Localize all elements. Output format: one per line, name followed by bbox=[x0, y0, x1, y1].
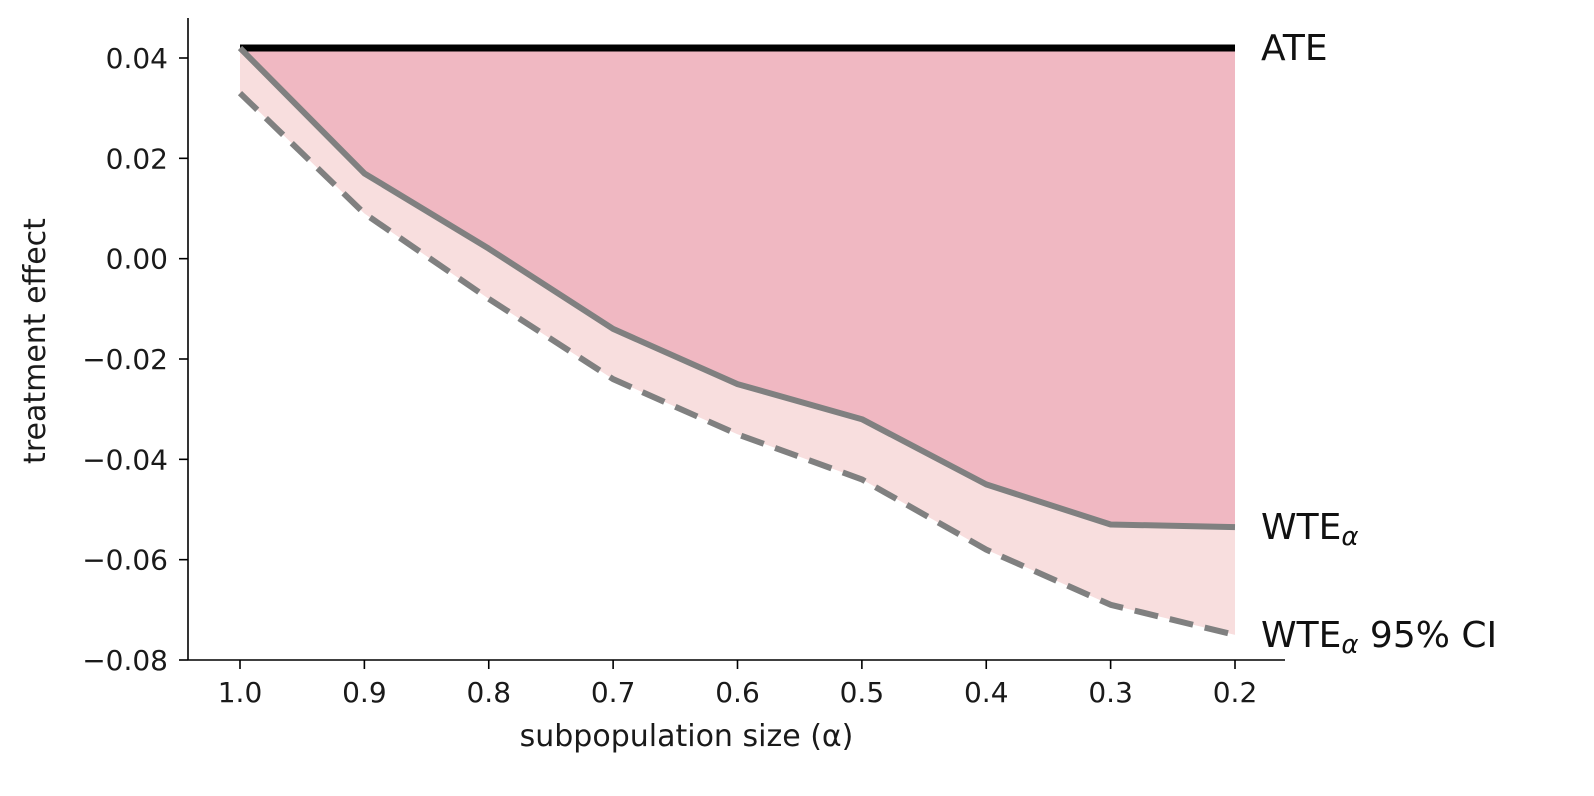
x-tick-label: 0.2 bbox=[1213, 676, 1258, 709]
y-tick-label: −0.02 bbox=[82, 343, 168, 376]
x-tick-label: 0.8 bbox=[466, 676, 511, 709]
series-layer bbox=[237, 44, 1236, 638]
y-tick-label: 0.00 bbox=[106, 243, 168, 276]
x-tick-label: 0.9 bbox=[342, 676, 387, 709]
series-label-wte-alpha-95ci: WTEα 95% CI bbox=[1261, 615, 1497, 660]
x-axis-title: subpopulation size (α) bbox=[520, 719, 854, 754]
x-tick-label: 0.4 bbox=[964, 676, 1009, 709]
y-tick-label: −0.04 bbox=[82, 443, 168, 476]
series-labels: ATE WTEα WTEα 95% CI bbox=[1261, 28, 1497, 660]
x-tick-label: 0.7 bbox=[591, 676, 636, 709]
series-line-wte-alpha-95ci bbox=[237, 90, 1236, 638]
fill-area-1 bbox=[240, 48, 1235, 528]
x-tick-label: 0.6 bbox=[715, 676, 760, 709]
axes bbox=[187, 18, 1285, 661]
y-tick-label: 0.02 bbox=[106, 142, 168, 175]
fill-area-2 bbox=[240, 48, 1235, 635]
y-tick-label: −0.06 bbox=[82, 544, 168, 577]
x-tick-label: 0.3 bbox=[1088, 676, 1133, 709]
x-tick-label: 1.0 bbox=[218, 676, 263, 709]
series-line-wte-alpha bbox=[237, 45, 1236, 531]
x-tick-label: 0.5 bbox=[840, 676, 885, 709]
y-axis-title: treatment effect bbox=[18, 218, 53, 464]
y-tick-label: 0.04 bbox=[106, 42, 168, 75]
y-tick-label: −0.08 bbox=[82, 644, 168, 677]
series-label-wte-alpha: WTEα bbox=[1261, 507, 1358, 552]
ticks: 1.0 0.9 0.8 0.7 0.6 0.5 0.4 0.3 0.2 0.04 0.02 0.00 −… bbox=[82, 42, 1257, 709]
fill-layer bbox=[240, 48, 1235, 635]
series-label-ate: ATE bbox=[1261, 28, 1328, 69]
